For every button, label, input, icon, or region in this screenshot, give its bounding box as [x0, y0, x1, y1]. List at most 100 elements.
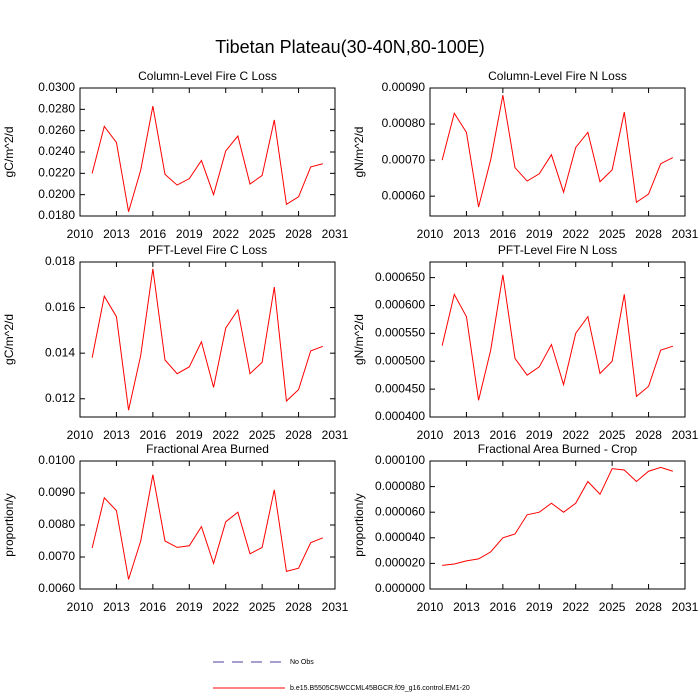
x-tick-label: 2010 — [67, 227, 94, 241]
y-tick-label: 0.0070 — [38, 549, 75, 563]
x-tick-label: 2019 — [176, 227, 203, 241]
x-tick-label: 2031 — [322, 600, 349, 614]
panel-title: Column-Level Fire C Loss — [138, 69, 277, 83]
y-tick-label: 0.018 — [45, 254, 75, 268]
plot-frame — [79, 460, 336, 590]
x-tick-label: 2019 — [526, 428, 553, 442]
x-tick-label: 2013 — [453, 428, 480, 442]
y-axis-label: gN/m^2/d — [352, 314, 366, 365]
y-tick-label: 0.000080 — [375, 479, 425, 493]
x-tick-label: 2022 — [562, 227, 589, 241]
x-tick-label: 2016 — [140, 600, 167, 614]
panel-title: PFT-Level Fire C Loss — [148, 243, 267, 257]
y-tick-label: 0.00070 — [382, 152, 426, 166]
legend-label: b.e15.B5505C5WCCML45BGCR.f09_g16.control… — [290, 685, 470, 692]
y-tick-label: 0.0300 — [38, 80, 75, 94]
y-tick-label: 0.00080 — [382, 116, 426, 130]
x-tick-label: 2013 — [453, 600, 480, 614]
y-tick-label: 0.000500 — [375, 353, 425, 367]
y-tick-label: 0.0060 — [38, 581, 75, 595]
data-line — [441, 95, 674, 208]
x-tick-label: 2028 — [635, 227, 662, 241]
x-tick-label: 2028 — [285, 428, 312, 442]
figure-title: Tibetan Plateau(30-40N,80-100E) — [215, 37, 485, 57]
x-tick-label: 2025 — [599, 428, 626, 442]
x-tick-label: 2016 — [140, 227, 167, 241]
plot-frame — [429, 460, 686, 590]
x-tick-label: 2013 — [453, 227, 480, 241]
x-tick-label: 2025 — [599, 227, 626, 241]
y-tick-label: 0.00090 — [382, 80, 426, 94]
y-axis-label: proportion/y — [2, 493, 16, 556]
y-tick-label: 0.000000 — [375, 581, 425, 595]
x-tick-label: 2022 — [212, 227, 239, 241]
x-tick-label: 2010 — [417, 600, 444, 614]
x-tick-label: 2013 — [103, 227, 130, 241]
x-tick-label: 2025 — [249, 600, 276, 614]
x-tick-label: 2025 — [249, 227, 276, 241]
x-tick-label: 2031 — [672, 428, 699, 442]
x-tick-label: 2010 — [67, 600, 94, 614]
x-tick-label: 2013 — [103, 428, 130, 442]
y-tick-label: 0.0080 — [38, 517, 75, 531]
x-tick-label: 2016 — [490, 600, 517, 614]
y-axis-label: gC/m^2/d — [2, 127, 16, 178]
panel-title: PFT-Level Fire N Loss — [498, 243, 617, 257]
y-tick-label: 0.000600 — [375, 298, 425, 312]
y-tick-label: 0.00060 — [382, 188, 426, 202]
plot-frame — [429, 87, 686, 217]
plot-frame — [429, 261, 686, 418]
x-tick-label: 2022 — [562, 600, 589, 614]
x-tick-label: 2031 — [672, 600, 699, 614]
panel-title: Fractional Area Burned — [146, 442, 269, 456]
y-tick-label: 0.000020 — [375, 556, 425, 570]
x-tick-label: 2022 — [562, 428, 589, 442]
y-tick-label: 0.000040 — [375, 530, 425, 544]
x-tick-label: 2019 — [176, 600, 203, 614]
panel-title: Fractional Area Burned - Crop — [478, 442, 638, 456]
x-tick-label: 2022 — [212, 600, 239, 614]
y-tick-label: 0.014 — [45, 345, 75, 359]
y-tick-label: 0.0100 — [38, 453, 75, 467]
data-line — [91, 106, 323, 212]
x-tick-label: 2028 — [635, 600, 662, 614]
y-axis-label: gC/m^2/d — [2, 314, 16, 365]
x-tick-label: 2016 — [490, 428, 517, 442]
y-tick-label: 0.0240 — [38, 144, 75, 158]
x-tick-label: 2010 — [67, 428, 94, 442]
x-tick-label: 2031 — [322, 428, 349, 442]
x-tick-label: 2016 — [490, 227, 517, 241]
panel-title: Column-Level Fire N Loss — [488, 69, 627, 83]
x-tick-label: 2013 — [103, 600, 130, 614]
y-axis-label: gN/m^2/d — [352, 127, 366, 178]
x-tick-label: 2031 — [322, 227, 349, 241]
data-line — [91, 268, 324, 411]
y-tick-label: 0.0200 — [38, 187, 75, 201]
y-tick-label: 0.016 — [45, 300, 75, 314]
legend-label: No Obs — [290, 659, 314, 666]
x-tick-label: 2031 — [672, 227, 699, 241]
data-line — [442, 466, 674, 566]
y-tick-label: 0.000060 — [375, 504, 425, 518]
x-tick-label: 2010 — [417, 428, 444, 442]
data-line — [91, 474, 324, 580]
x-tick-label: 2016 — [140, 428, 167, 442]
y-tick-label: 0.0280 — [38, 102, 75, 116]
y-tick-label: 0.000550 — [375, 326, 425, 340]
y-tick-label: 0.0220 — [38, 166, 75, 180]
y-tick-label: 0.012 — [45, 391, 75, 405]
x-tick-label: 2028 — [285, 600, 312, 614]
x-tick-label: 2025 — [249, 428, 276, 442]
y-tick-label: 0.000650 — [375, 270, 425, 284]
y-tick-label: 0.000400 — [375, 409, 425, 423]
plot-frame — [79, 261, 336, 418]
y-tick-label: 0.000100 — [375, 453, 425, 467]
x-tick-label: 2010 — [417, 227, 444, 241]
y-tick-label: 0.0260 — [38, 123, 75, 137]
x-tick-label: 2025 — [599, 600, 626, 614]
x-tick-label: 2019 — [526, 227, 553, 241]
y-tick-label: 0.0090 — [38, 485, 75, 499]
data-line — [441, 274, 674, 401]
